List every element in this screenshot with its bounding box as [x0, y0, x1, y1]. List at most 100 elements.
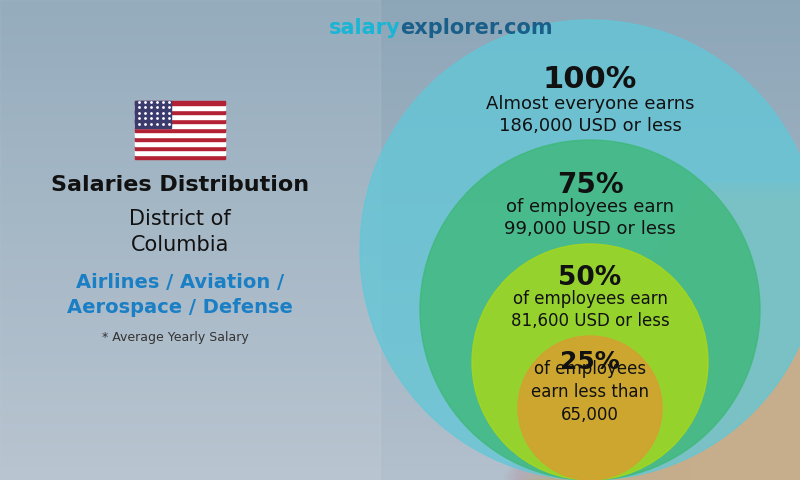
Bar — [0, 337, 800, 338]
Bar — [0, 265, 800, 266]
Bar — [0, 450, 800, 451]
Bar — [0, 199, 800, 200]
Bar — [623, 296, 800, 480]
Bar — [0, 149, 800, 150]
Bar — [645, 263, 800, 480]
Bar — [0, 470, 800, 471]
Bar — [0, 16, 800, 17]
Bar — [0, 206, 800, 207]
Bar — [0, 391, 800, 392]
Bar — [0, 41, 800, 42]
Bar — [0, 48, 800, 49]
Bar — [0, 247, 800, 248]
Bar — [0, 53, 800, 54]
Bar — [0, 296, 800, 297]
Bar — [0, 298, 800, 299]
Bar — [0, 215, 800, 216]
Bar — [0, 134, 800, 135]
Bar — [535, 428, 800, 480]
Bar — [0, 447, 800, 448]
Bar — [582, 357, 800, 480]
Bar — [690, 195, 800, 480]
Bar — [0, 8, 800, 9]
Bar — [0, 148, 800, 149]
Bar — [0, 469, 800, 470]
Bar — [0, 437, 800, 438]
Bar — [0, 282, 800, 283]
Bar — [0, 117, 800, 118]
Bar — [0, 314, 800, 315]
Bar — [0, 384, 800, 385]
Bar — [0, 201, 800, 202]
Text: explorer.com: explorer.com — [400, 18, 553, 38]
Bar — [0, 121, 800, 122]
Bar — [672, 222, 800, 480]
Bar — [567, 380, 800, 480]
Text: 75%: 75% — [557, 171, 623, 199]
Bar — [615, 308, 800, 480]
Bar — [0, 89, 800, 90]
Bar — [0, 377, 800, 378]
Bar — [0, 276, 800, 277]
Bar — [0, 414, 800, 415]
Bar — [537, 424, 800, 480]
Bar — [0, 193, 800, 194]
Bar — [0, 236, 800, 237]
Bar — [686, 201, 800, 480]
Bar — [0, 336, 800, 337]
Bar — [507, 469, 800, 480]
Bar — [0, 159, 800, 160]
Bar — [0, 191, 800, 192]
Bar — [0, 198, 800, 199]
Bar — [0, 4, 800, 5]
Bar — [569, 376, 800, 480]
Bar — [0, 364, 800, 365]
Bar — [0, 81, 800, 82]
Bar — [0, 455, 800, 456]
Bar — [0, 251, 800, 252]
Bar — [0, 441, 800, 442]
Bar — [649, 256, 800, 480]
Bar — [509, 467, 800, 480]
Bar — [0, 242, 800, 243]
Bar — [0, 47, 800, 48]
Bar — [0, 246, 800, 247]
Bar — [0, 146, 800, 147]
Bar — [0, 351, 800, 352]
Bar — [0, 385, 800, 386]
Bar — [0, 278, 800, 279]
Bar — [0, 254, 800, 255]
Bar — [598, 333, 800, 480]
Bar — [697, 184, 800, 480]
Bar — [0, 302, 800, 303]
Bar — [0, 435, 800, 436]
Bar — [0, 176, 800, 177]
Bar — [522, 447, 800, 480]
Bar — [135, 128, 225, 132]
Bar — [0, 0, 800, 1]
Bar — [0, 325, 800, 326]
Bar — [0, 280, 800, 281]
Bar — [654, 249, 800, 480]
Bar — [0, 379, 800, 380]
Bar — [643, 265, 800, 480]
Bar — [0, 250, 800, 251]
Bar — [626, 291, 800, 480]
Bar — [0, 330, 800, 331]
Bar — [0, 21, 800, 22]
Bar — [0, 277, 800, 278]
Bar — [557, 395, 800, 480]
Bar — [592, 342, 800, 480]
Bar — [0, 67, 800, 68]
Bar — [624, 294, 800, 480]
Bar — [0, 19, 800, 20]
Bar — [0, 2, 800, 3]
Bar — [513, 460, 800, 480]
Bar — [0, 335, 800, 336]
Bar — [0, 295, 800, 296]
Bar — [0, 329, 800, 330]
Bar — [0, 261, 800, 262]
Bar — [0, 222, 800, 223]
Bar — [135, 119, 225, 123]
Bar — [0, 30, 800, 31]
